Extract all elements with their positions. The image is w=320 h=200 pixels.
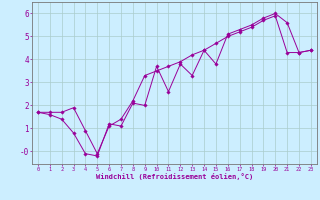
X-axis label: Windchill (Refroidissement éolien,°C): Windchill (Refroidissement éolien,°C) bbox=[96, 173, 253, 180]
